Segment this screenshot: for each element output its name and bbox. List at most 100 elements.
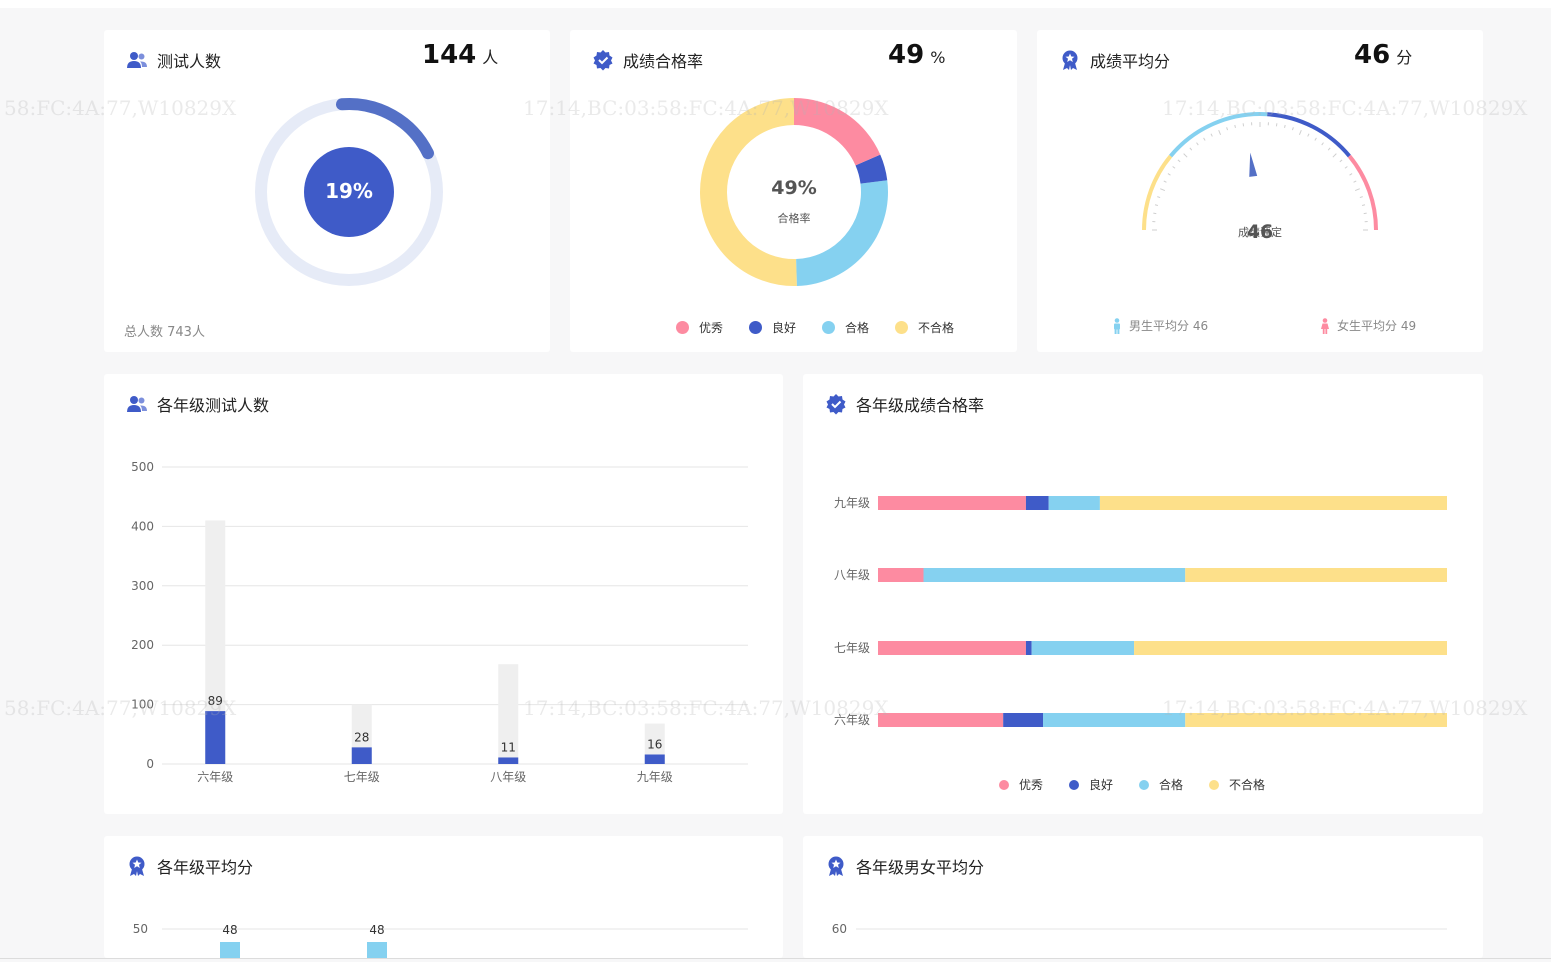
- gauge-tick: [1226, 127, 1229, 131]
- x-tick-label: 八年级: [490, 770, 526, 784]
- gauge-tick: [1210, 133, 1213, 137]
- female-average-text: 女生平均分 49: [1337, 319, 1417, 333]
- legend-item-pass[interactable]: 合格: [822, 319, 869, 336]
- gauge-tick: [1298, 130, 1302, 136]
- card-title-text: 成绩合格率: [623, 52, 704, 71]
- value-number: 144: [422, 40, 477, 70]
- card-title-text: 各年级平均分: [157, 858, 254, 877]
- gauge-tick: [1234, 124, 1236, 129]
- gauge-arc-segment: [1267, 112, 1351, 158]
- y-tick-label: 200: [131, 638, 154, 652]
- card-title: 各年级测试人数: [126, 392, 269, 416]
- donut-legend: 优秀 良好 合格 不合格: [676, 319, 980, 336]
- pass-rate-value: 49%: [888, 40, 945, 70]
- avg-bar: [220, 942, 240, 958]
- gauge-tick: [1314, 137, 1317, 141]
- bar-total: [205, 520, 226, 764]
- donut-center-label: 合格率: [778, 211, 811, 225]
- grade-test-count-card: 各年级测试人数 0 100 200 300 400 500 89 六年级 28 七年级 11 八年级 1…: [104, 374, 783, 814]
- legend-label: 优秀: [1019, 778, 1044, 792]
- top-bar: [0, 0, 1551, 8]
- ring-center: [304, 147, 394, 237]
- male-icon: [1114, 317, 1120, 334]
- bar-total: [498, 664, 519, 764]
- pass-rate-donut: 49% 合格率: [699, 98, 888, 286]
- legend-item-good[interactable]: 良好: [1069, 776, 1113, 793]
- stacked-segment: [878, 641, 1026, 655]
- grade-pass-rate-card: 各年级成绩合格率 九年级 八年级 七年级 六年级 优秀 良好 合格 不合格: [803, 374, 1483, 814]
- card-title-text: 各年级男女平均分: [856, 858, 985, 877]
- ratio-ring: 19%: [255, 98, 443, 286]
- female-icon: [1321, 317, 1329, 334]
- card-title: 各年级成绩合格率: [825, 392, 984, 416]
- donut-center-value: 49%: [771, 177, 816, 199]
- stacked-segment: [1025, 496, 1049, 510]
- test-count-card: 测试人数 144 人 19% 总人数 743人: [104, 30, 550, 352]
- y-category-label: 九年级: [834, 496, 870, 510]
- bar-value-label: 11: [501, 740, 516, 754]
- grade-gender-average-card: 各年级男女平均分 60: [803, 836, 1483, 958]
- gauge-tick: [1163, 180, 1167, 183]
- avg-bar: [367, 942, 387, 958]
- legend-label: 良好: [1089, 778, 1114, 792]
- ring-percent-label: 19%: [325, 179, 373, 203]
- value-number: 46: [1354, 40, 1391, 70]
- legend-item-excellent[interactable]: 优秀: [676, 319, 723, 336]
- bar-value-label: 89: [208, 694, 223, 708]
- score-gauge: 46: [1142, 112, 1378, 243]
- legend-item-fail[interactable]: 不合格: [1209, 776, 1265, 793]
- card-title: 测试人数: [126, 48, 221, 72]
- gauge-tick: [1359, 196, 1363, 199]
- stacked-segment: [1185, 568, 1447, 582]
- x-tick-label: 九年级: [637, 770, 673, 784]
- gauge-tick: [1321, 142, 1324, 146]
- gauge-tick: [1354, 188, 1360, 192]
- x-tick-label: 七年级: [344, 770, 380, 784]
- value-unit: 人: [482, 48, 499, 67]
- ring-progress: [335, 98, 434, 160]
- y-tick-label: 300: [131, 579, 154, 593]
- donut-slice: [855, 154, 888, 184]
- legend-label: 不合格: [1229, 778, 1266, 792]
- gauge-tick: [1353, 180, 1357, 183]
- grade-count-bar-chart: 0 100 200 300 400 500 89 六年级 28 七年级 11 八年级 16 九年级: [131, 460, 748, 784]
- y-category-label: 七年级: [834, 641, 870, 655]
- stacked-segment: [1031, 641, 1135, 655]
- gauge-tick: [1284, 124, 1286, 129]
- value-unit: 分: [1396, 48, 1413, 67]
- stacked-segment: [1099, 496, 1447, 510]
- award-icon: [825, 855, 847, 877]
- card-title-text: 测试人数: [157, 52, 222, 71]
- average-score-value: 46 分: [1354, 40, 1412, 70]
- legend-item-good[interactable]: 良好: [749, 319, 796, 336]
- users-icon: [126, 393, 148, 415]
- donut-slice: [794, 98, 881, 166]
- y-tick-label: 400: [131, 519, 154, 533]
- female-average: 女生平均分 49: [1319, 317, 1416, 334]
- stacked-segment: [878, 568, 924, 582]
- legend-dot: [1209, 779, 1220, 790]
- legend-label: 优秀: [699, 321, 724, 335]
- stacked-segment: [1185, 713, 1447, 727]
- legend-item-excellent[interactable]: 优秀: [999, 776, 1043, 793]
- bar-tested: [644, 754, 665, 764]
- card-title: 成绩平均分: [1059, 48, 1170, 72]
- gauge-tick: [1332, 153, 1337, 158]
- y-tick-label: 50: [133, 922, 148, 936]
- card-title: 各年级男女平均分: [825, 854, 984, 878]
- gauge-tick: [1167, 173, 1171, 176]
- value-number: 49: [888, 40, 925, 70]
- stacked-segment: [923, 568, 1186, 582]
- stacked-segment: [1048, 496, 1100, 510]
- award-icon: [126, 855, 148, 877]
- legend-dot: [749, 321, 763, 334]
- legend-label: 合格: [1159, 778, 1184, 792]
- gauge-label: 成绩评定: [1238, 226, 1282, 239]
- legend-dot: [822, 321, 836, 334]
- legend-item-fail[interactable]: 不合格: [895, 319, 954, 336]
- average-score-card: 成绩平均分 46 分 46 成绩评定 男生平均分 46 女生平均分 49: [1037, 30, 1483, 352]
- total-people: 总人数 743人: [124, 325, 205, 340]
- legend-item-pass[interactable]: 合格: [1139, 776, 1183, 793]
- donut-slice: [699, 98, 797, 286]
